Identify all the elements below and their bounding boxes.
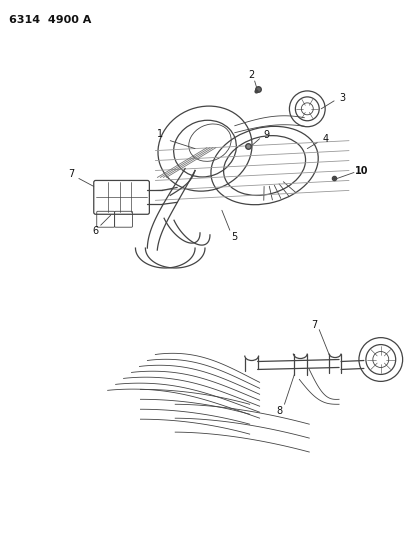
Text: 6: 6 [93,226,99,236]
Text: 10: 10 [355,166,369,175]
Text: 7: 7 [311,320,317,330]
Text: 4: 4 [322,134,328,144]
Text: 7: 7 [68,169,74,180]
Text: 5: 5 [232,232,238,242]
Text: 3: 3 [339,93,345,103]
Text: 1: 1 [157,128,163,139]
Text: 6314  4900 A: 6314 4900 A [9,15,92,25]
Text: 2: 2 [248,70,255,80]
Text: 9: 9 [264,130,270,140]
Text: 8: 8 [277,406,283,416]
